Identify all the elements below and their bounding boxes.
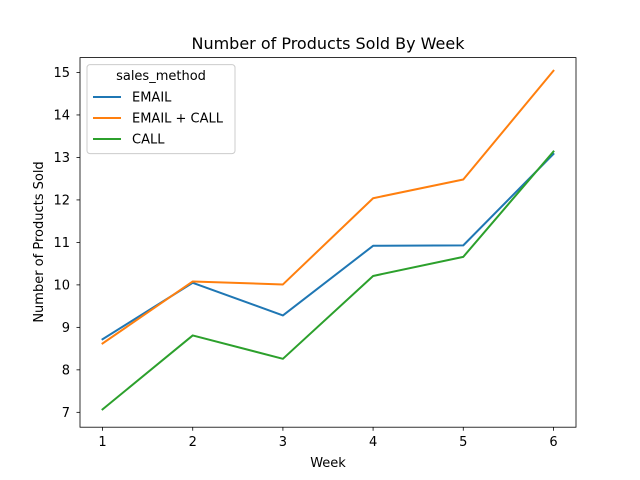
series-line [101, 69, 555, 345]
x-tick-label: 3 [279, 435, 287, 450]
y-tick-label: 12 [53, 193, 70, 208]
x-tick-label: 5 [459, 435, 467, 450]
legend-title: sales_method [116, 69, 206, 84]
legend: sales_method EMAIL EMAIL + CALL CALL [86, 64, 236, 155]
legend-entry-label: EMAIL [132, 91, 172, 106]
x-axis: 1 2 3 4 5 6 [98, 427, 558, 450]
y-tick-label: 14 [53, 108, 70, 123]
y-tick-label: 8 [62, 363, 70, 378]
y-tick-label: 15 [53, 66, 70, 81]
legend-box [86, 64, 236, 155]
y-tick-label: 9 [62, 321, 70, 336]
y-axis: 7 8 9 10 11 12 13 14 15 [53, 66, 80, 421]
y-tick-label: 11 [53, 236, 70, 251]
y-tick-label: 13 [53, 151, 70, 166]
series-line [101, 152, 555, 341]
chart-title: Number of Products Sold By Week [191, 34, 465, 53]
x-tick-label: 6 [549, 435, 557, 450]
y-axis-label: Number of Products Sold [32, 161, 47, 322]
x-tick-label: 4 [369, 435, 377, 450]
y-tick-label: 10 [53, 278, 70, 293]
y-tick-label: 7 [62, 406, 70, 421]
series-lines [101, 69, 555, 411]
series-line [101, 150, 555, 411]
legend-entry-label: CALL [132, 133, 165, 148]
x-tick-label: 1 [98, 435, 106, 450]
x-tick-label: 2 [189, 435, 197, 450]
x-axis-label: Week [310, 456, 346, 471]
legend-entry-label: EMAIL + CALL [132, 112, 224, 127]
